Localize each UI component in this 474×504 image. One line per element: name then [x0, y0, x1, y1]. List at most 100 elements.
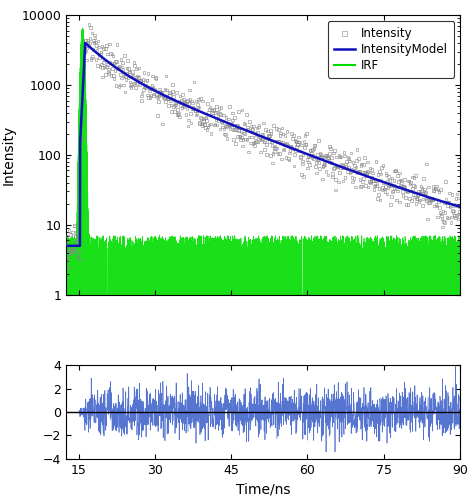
Intensity	[264, 135, 271, 143]
Intensity	[392, 167, 399, 175]
Intensity	[337, 153, 344, 161]
Intensity	[372, 157, 380, 165]
Intensity	[409, 191, 417, 199]
Intensity	[269, 159, 276, 167]
Intensity	[67, 248, 75, 256]
Intensity	[201, 123, 209, 132]
Intensity	[325, 154, 332, 162]
Intensity	[314, 155, 322, 163]
Intensity	[352, 183, 359, 191]
Intensity	[428, 196, 436, 204]
Intensity	[151, 85, 158, 93]
Intensity	[178, 104, 186, 112]
Intensity	[414, 191, 421, 199]
Intensity	[302, 140, 310, 148]
Intensity	[214, 108, 221, 116]
Intensity	[304, 164, 311, 172]
Intensity	[327, 144, 334, 152]
Intensity	[343, 164, 351, 172]
Intensity	[225, 121, 233, 129]
Intensity	[218, 119, 226, 127]
Intensity	[92, 41, 100, 49]
Intensity	[151, 86, 159, 94]
Intensity	[104, 60, 111, 69]
Intensity	[242, 126, 250, 134]
Intensity	[424, 215, 431, 223]
Intensity	[224, 121, 232, 129]
Intensity	[308, 153, 316, 161]
Intensity	[126, 78, 134, 86]
Intensity	[430, 187, 438, 195]
Intensity	[248, 125, 256, 134]
Intensity	[141, 83, 148, 91]
Intensity	[279, 138, 286, 146]
Intensity	[240, 119, 248, 128]
Intensity	[153, 91, 160, 99]
Intensity	[115, 64, 122, 72]
Intensity	[420, 185, 428, 193]
Intensity	[246, 117, 253, 125]
Intensity	[295, 138, 302, 146]
Intensity	[260, 119, 267, 127]
Intensity	[249, 125, 256, 134]
Intensity	[96, 62, 104, 71]
Intensity	[181, 98, 188, 106]
Intensity	[238, 106, 246, 114]
Intensity	[422, 160, 430, 168]
Intensity	[410, 174, 418, 182]
Intensity	[110, 75, 118, 83]
Intensity	[291, 137, 299, 145]
Intensity	[327, 158, 335, 166]
Intensity	[320, 161, 328, 169]
Intensity	[139, 79, 146, 87]
Intensity	[351, 166, 359, 174]
Intensity	[286, 149, 293, 157]
Intensity	[140, 86, 147, 94]
Intensity	[202, 113, 210, 121]
Intensity	[83, 44, 91, 52]
Intensity	[288, 130, 295, 138]
Intensity	[227, 121, 235, 129]
Intensity	[298, 170, 306, 178]
Intensity	[340, 148, 348, 156]
Intensity	[253, 138, 260, 146]
Intensity	[141, 81, 149, 89]
Intensity	[440, 198, 448, 206]
Intensity	[312, 158, 320, 166]
Intensity	[244, 125, 252, 133]
Intensity	[162, 97, 169, 105]
Intensity	[260, 138, 268, 146]
Intensity	[293, 141, 301, 149]
Intensity	[348, 174, 356, 182]
Intensity	[437, 185, 444, 194]
Intensity	[303, 155, 311, 163]
Intensity	[133, 65, 140, 73]
Intensity	[88, 29, 96, 37]
Intensity	[189, 103, 197, 111]
Intensity	[429, 183, 437, 191]
Intensity	[190, 104, 197, 112]
Intensity	[135, 74, 142, 82]
Intensity	[144, 69, 152, 77]
Intensity	[315, 158, 323, 166]
Intensity	[174, 110, 182, 118]
Intensity	[285, 156, 293, 164]
Intensity	[242, 135, 249, 143]
Intensity	[438, 212, 446, 220]
Intensity	[355, 155, 362, 163]
Intensity	[381, 187, 389, 196]
Intensity	[195, 103, 202, 111]
Intensity	[256, 148, 264, 156]
Intensity	[328, 154, 336, 162]
Intensity	[301, 138, 308, 146]
Intensity	[112, 82, 120, 90]
Intensity	[71, 222, 79, 230]
Intensity	[228, 116, 236, 124]
Intensity	[313, 156, 321, 164]
Intensity	[308, 149, 315, 157]
Intensity	[321, 153, 328, 161]
Intensity	[320, 160, 328, 168]
Intensity	[166, 89, 173, 97]
Intensity	[331, 186, 339, 194]
Intensity	[283, 128, 291, 136]
